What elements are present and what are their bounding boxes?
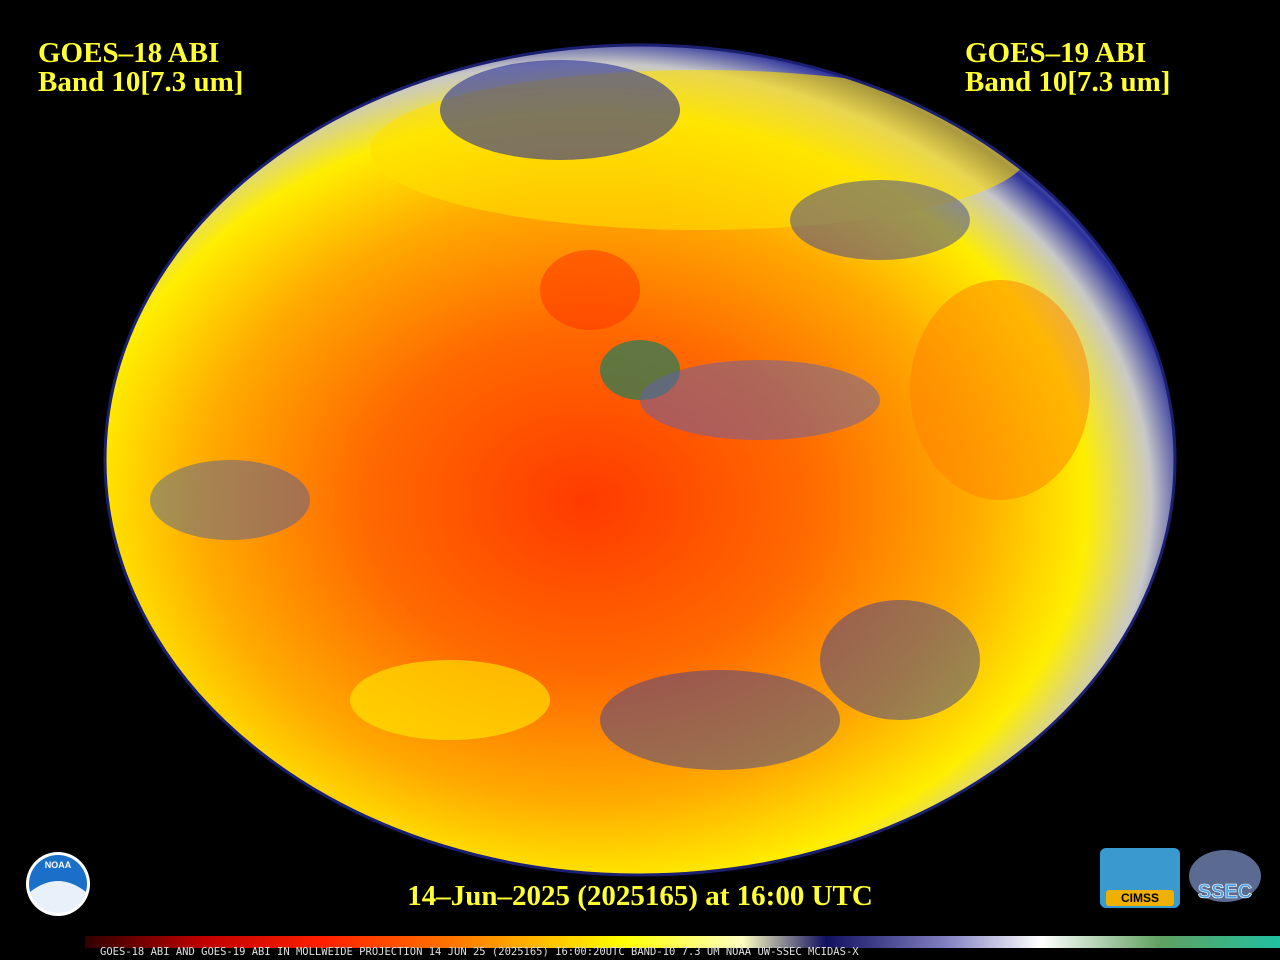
color-bar: [85, 936, 1280, 948]
right-band: Band 10[7.3 um]: [965, 66, 1170, 98]
disk-edge: [103, 43, 1177, 877]
noaa-logo: NOAA: [26, 852, 90, 916]
left-satellite: GOES–18 ABI: [38, 37, 219, 69]
cimss-text: CIMSS: [1121, 891, 1159, 905]
cimss-logo: CIMSS: [1100, 848, 1180, 908]
ssec-logo: SSEC: [1189, 850, 1261, 903]
timestamp: 14–Jun–2025 (2025165) at 16:00 UTC: [407, 880, 873, 912]
left-band: Band 10[7.3 um]: [38, 66, 243, 98]
right-satellite: GOES–19 ABI: [965, 37, 1146, 69]
cloud-features: [150, 60, 1090, 770]
color-bar-caption: GOES-18 ABI AND GOES-19 ABI IN MOLLWEIDE…: [100, 946, 859, 958]
noaa-text: NOAA: [45, 860, 72, 870]
ssec-text: SSEC: [1198, 881, 1252, 903]
